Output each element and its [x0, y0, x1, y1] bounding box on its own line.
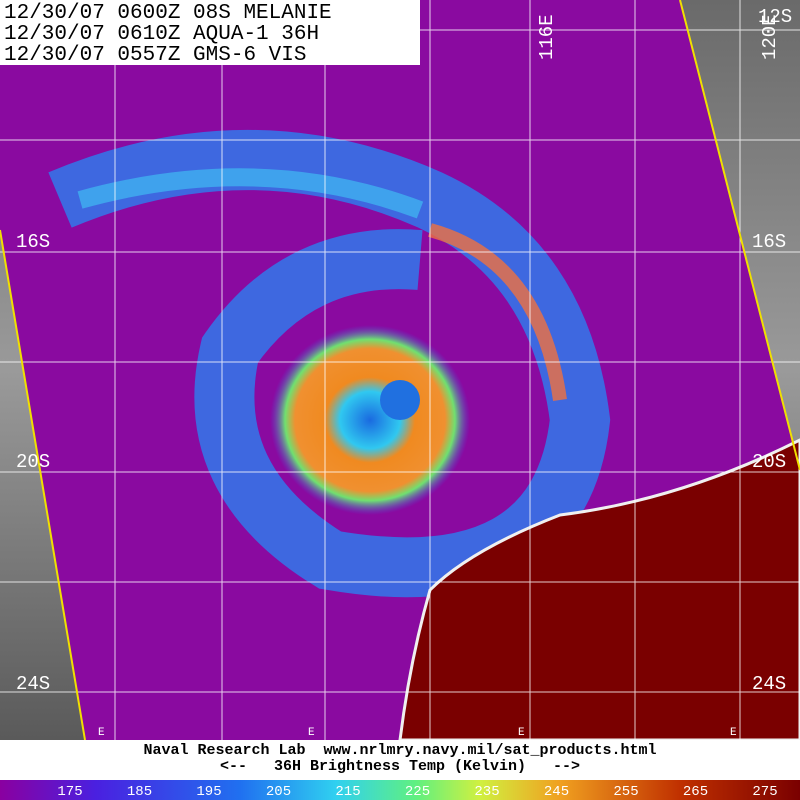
- colorbar-label: 265: [683, 784, 708, 800]
- lon-marker: E: [730, 727, 737, 739]
- colorbar-label: 185: [127, 784, 152, 800]
- colorbar: [0, 780, 800, 800]
- rainband: [428, 223, 567, 401]
- header-line: 12/30/07 0557Z GMS-6 VIS: [4, 44, 306, 67]
- colorbar-label: 175: [57, 784, 82, 800]
- colorbar-label: 255: [613, 784, 638, 800]
- lat-label: 24S: [16, 673, 50, 695]
- colorbar-label: 205: [266, 784, 291, 800]
- header-box: [0, 0, 420, 65]
- lat-label: 24S: [752, 673, 786, 695]
- lon-marker: E: [308, 727, 315, 739]
- swath-edge: [0, 229, 86, 741]
- header-line: 12/30/07 0610Z AQUA-1 36H: [4, 23, 319, 46]
- rainband: [77, 168, 424, 219]
- storm-core: [270, 325, 470, 515]
- footer: [0, 740, 800, 780]
- lon-label: 116E: [536, 14, 558, 60]
- colorbar-label: 225: [405, 784, 430, 800]
- colorbar-label: 235: [474, 784, 499, 800]
- header-line: 12/30/07 0600Z 08S MELANIE: [4, 2, 332, 25]
- bottom-markers: E E E E: [98, 727, 737, 739]
- land: [398, 438, 800, 742]
- footer-credit: Naval Research Lab www.nrlmry.navy.mil/s…: [143, 742, 656, 759]
- lon-label: 120E: [759, 14, 781, 60]
- colorbar-label: 245: [544, 784, 569, 800]
- lon-marker: E: [518, 727, 525, 739]
- swath-edge: [679, 0, 800, 471]
- storm-eye: [380, 380, 420, 420]
- lat-label: 20S: [16, 451, 50, 473]
- lat-label: 20S: [752, 451, 786, 473]
- footer-caption: <-- 36H Brightness Temp (Kelvin) -->: [220, 758, 580, 775]
- lat-label: 16S: [752, 231, 786, 253]
- colorbar-label: 275: [752, 784, 777, 800]
- lat-label: 12S: [758, 6, 792, 28]
- lat-label: 16S: [16, 231, 50, 253]
- colorbar-label: 195: [196, 784, 221, 800]
- lon-marker: E: [98, 727, 105, 739]
- colorbar-label: 215: [335, 784, 360, 800]
